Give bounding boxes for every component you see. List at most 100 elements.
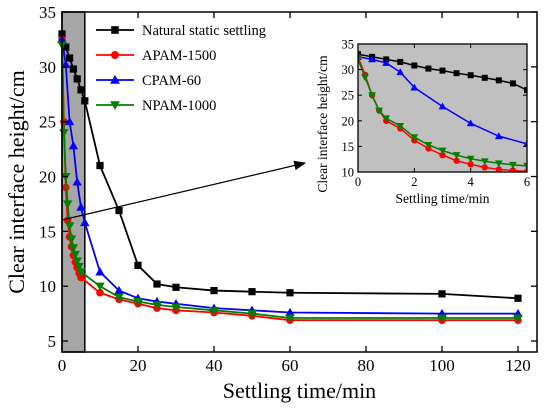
inset-data-point <box>438 102 447 110</box>
y-tick-label: 35 <box>39 3 56 22</box>
inset-data-point <box>438 147 447 155</box>
inset-data-point <box>410 134 419 142</box>
y-tick-label: 5 <box>48 332 57 351</box>
data-point <box>114 293 124 302</box>
inset-data-point <box>439 151 446 159</box>
inset-y-axis-title: Clear interface height/cm <box>315 55 330 193</box>
x-tick-label: 20 <box>130 356 147 375</box>
data-point <box>210 286 218 295</box>
data-point <box>68 141 79 150</box>
x-tick-label: 100 <box>429 356 455 375</box>
y-tick-label: 30 <box>39 58 56 77</box>
series-npam-1000 <box>57 41 523 323</box>
inset-data-point <box>466 155 475 163</box>
data-point <box>64 116 75 126</box>
data-point <box>153 280 161 288</box>
inset-y-tick-label: 10 <box>342 166 355 180</box>
data-point <box>76 268 86 277</box>
data-point <box>96 288 104 297</box>
inset-data-point <box>439 67 446 74</box>
data-point <box>514 294 522 302</box>
inset-y-tick-label: 20 <box>342 114 355 128</box>
inset-data-point <box>524 87 527 94</box>
inset-y-tick-label: 30 <box>342 63 355 77</box>
legend-item-natural-static-settling: Natural static settling <box>96 23 266 39</box>
legend-marker <box>111 51 119 59</box>
inset-data-point <box>368 55 376 63</box>
plot-frame <box>61 11 538 353</box>
legend-label: APAM-1500 <box>142 48 216 64</box>
inset-data-point <box>481 74 488 81</box>
inset-data-point <box>396 68 405 76</box>
x-tick-label: 40 <box>206 356 223 375</box>
inset-x-tick-label: 2 <box>411 175 417 189</box>
data-point <box>285 307 295 317</box>
inset-data-point <box>523 168 527 172</box>
inset-data-point <box>396 122 405 130</box>
data-point <box>77 86 85 94</box>
legend-marker <box>110 101 120 110</box>
inset-data-point <box>410 83 419 91</box>
data-point <box>513 314 523 323</box>
data-point <box>172 283 180 291</box>
inset-plot-area <box>358 51 527 172</box>
data-point <box>133 298 143 307</box>
inset-data-point <box>494 132 503 140</box>
inset-data-point <box>361 74 369 82</box>
legend-marker <box>111 26 119 34</box>
inset-y-tick-label: 15 <box>342 140 355 154</box>
y-tick-label: 15 <box>39 222 56 241</box>
legend-label: CPAM-60 <box>142 73 201 89</box>
inset-data-point <box>509 167 517 172</box>
data-point <box>72 177 82 186</box>
inset-data-point <box>480 158 489 166</box>
data-point <box>134 261 142 269</box>
data-point <box>96 161 104 170</box>
inset-x-tick-label: 4 <box>468 175 475 189</box>
callout-arrow <box>61 160 307 221</box>
legend-item-cpam-60: CPAM-60 <box>96 73 201 89</box>
data-point <box>66 54 74 62</box>
inset-y-tick-label: 35 <box>342 38 355 52</box>
data-point <box>95 267 105 276</box>
inset-data-point <box>425 65 432 72</box>
inset-data-point <box>368 92 376 100</box>
inset-data-point <box>382 59 391 66</box>
inset-chart: 0 2 4 6 10 15 20 25 30 35 Settling time/min Clear i… <box>315 38 530 207</box>
inset-series-cpam-60 <box>358 52 527 147</box>
data-point <box>80 217 90 227</box>
data-point <box>247 310 257 319</box>
inset-data-point <box>453 70 460 77</box>
inset-data-point <box>382 115 391 123</box>
legend-label: Natural static settling <box>142 23 266 39</box>
data-point <box>72 257 82 266</box>
inset-data-point <box>452 152 461 160</box>
data-point <box>62 43 70 51</box>
data-point <box>95 282 105 291</box>
inset-data-point <box>509 161 517 169</box>
inset-data-point <box>453 157 460 164</box>
legend: Natural static settling APAM-1500 CPAM-60 N… <box>96 23 266 114</box>
x-tick-label: 120 <box>505 356 531 375</box>
inset-data-point <box>495 77 502 84</box>
inset-data-point <box>397 58 404 65</box>
data-point <box>66 235 77 244</box>
data-point <box>209 306 219 316</box>
data-point <box>64 222 75 231</box>
legend-marker <box>110 75 120 84</box>
inset-y-tick-label: 25 <box>342 89 355 103</box>
inset-data-point <box>466 119 475 127</box>
x-tick-label: 60 <box>282 356 299 375</box>
data-point <box>248 288 256 296</box>
inset-series-npam-1000 <box>358 56 527 170</box>
data-point <box>74 262 84 272</box>
inset-x-tick-label: 6 <box>524 175 530 189</box>
data-point <box>68 244 79 253</box>
data-point <box>63 200 73 209</box>
inset-data-point <box>424 141 433 149</box>
data-point <box>285 314 295 323</box>
data-point <box>76 202 86 211</box>
inset-data-point <box>375 107 384 115</box>
